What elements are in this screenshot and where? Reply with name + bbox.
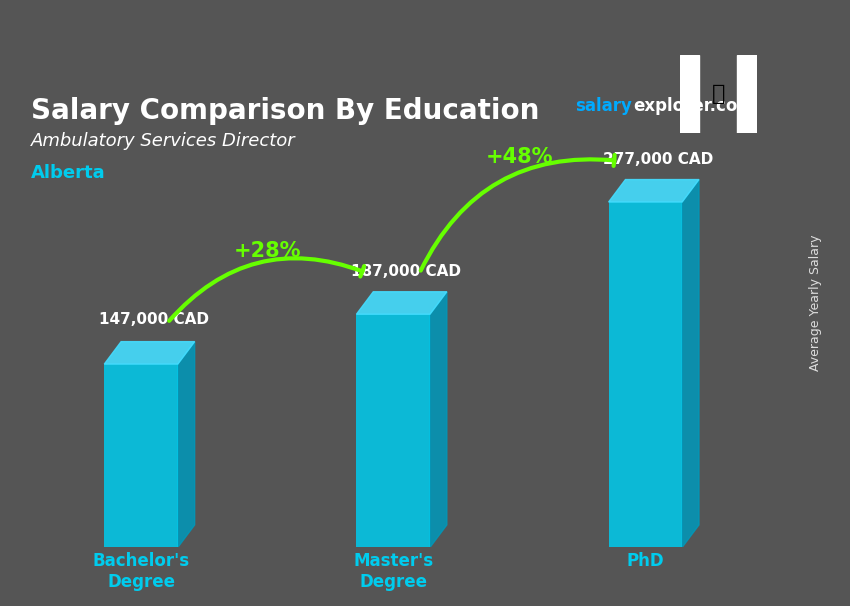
Text: Ambulatory Services Director: Ambulatory Services Director bbox=[31, 133, 295, 150]
Text: salary: salary bbox=[575, 96, 632, 115]
Polygon shape bbox=[178, 342, 195, 547]
Bar bbox=[680, 55, 699, 133]
Text: explorer.com: explorer.com bbox=[633, 96, 755, 115]
Bar bbox=[356, 314, 430, 547]
Text: Average Yearly Salary: Average Yearly Salary bbox=[809, 235, 823, 371]
Polygon shape bbox=[105, 342, 195, 364]
Polygon shape bbox=[683, 179, 699, 547]
Polygon shape bbox=[430, 291, 447, 547]
Text: 147,000 CAD: 147,000 CAD bbox=[99, 311, 209, 327]
Text: 🍁: 🍁 bbox=[711, 84, 725, 104]
Polygon shape bbox=[356, 291, 447, 314]
Text: 277,000 CAD: 277,000 CAD bbox=[603, 152, 713, 167]
Text: Alberta: Alberta bbox=[31, 164, 105, 182]
Polygon shape bbox=[609, 179, 699, 202]
Bar bbox=[609, 202, 683, 547]
Text: +48%: +48% bbox=[485, 147, 553, 167]
Text: Salary Comparison By Education: Salary Comparison By Education bbox=[31, 96, 539, 124]
Text: 187,000 CAD: 187,000 CAD bbox=[351, 264, 461, 279]
Bar bbox=[737, 55, 757, 133]
Text: +28%: +28% bbox=[234, 241, 301, 261]
Bar bbox=[105, 364, 178, 547]
